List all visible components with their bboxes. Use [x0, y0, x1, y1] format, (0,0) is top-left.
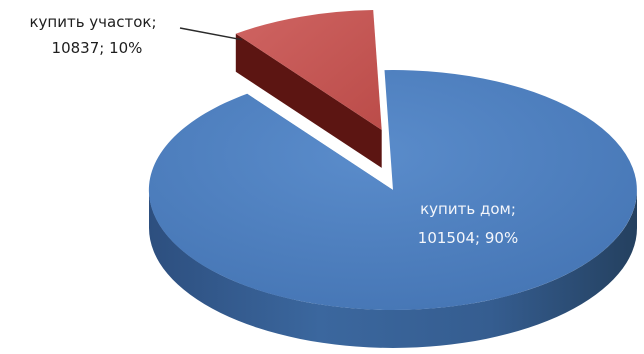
leader-line — [180, 28, 242, 40]
data-label-red-value: 10837; 10% — [52, 39, 143, 57]
data-label-blue-value: 101504; 90% — [418, 229, 518, 247]
data-label-red-name: купить участок; — [29, 13, 156, 31]
blue-slice-top — [149, 70, 637, 310]
blue-slice — [149, 70, 637, 348]
data-label-blue-name: купить дом; — [420, 200, 516, 218]
